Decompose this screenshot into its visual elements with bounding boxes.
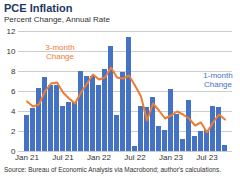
- svg-text:Jan 21: Jan 21: [15, 153, 40, 162]
- html-text:PCE Inflation: PCE Inflation: [4, 2, 73, 14]
- svg-text:Jan 22: Jan 22: [87, 153, 112, 162]
- html-text:1-month Change: 1-month Change: [203, 71, 233, 89]
- html-text:Source: Bureau of Economic Ana: Source: Bureau of Economic Analysis via …: [4, 166, 221, 173]
- svg-text:2: 2: [11, 127, 16, 136]
- html-text:Percent Change, Annual Rate: Percent Change, Annual Rate: [4, 15, 110, 24]
- svg-text:Jul 23: Jul 23: [196, 153, 218, 162]
- svg-text:0: 0: [11, 147, 16, 157]
- svg-text:4: 4: [11, 107, 16, 116]
- svg-text:8: 8: [11, 67, 16, 76]
- html-text:3-month Change: 3-month Change: [45, 43, 75, 61]
- svg-text:12: 12: [7, 27, 16, 36]
- svg-text:6: 6: [11, 87, 16, 96]
- svg-text:Jul 22: Jul 22: [124, 153, 146, 162]
- svg-text:Jan 23: Jan 23: [159, 153, 184, 162]
- svg-text:10: 10: [7, 47, 16, 56]
- svg-text:Jul 21: Jul 21: [52, 153, 74, 162]
